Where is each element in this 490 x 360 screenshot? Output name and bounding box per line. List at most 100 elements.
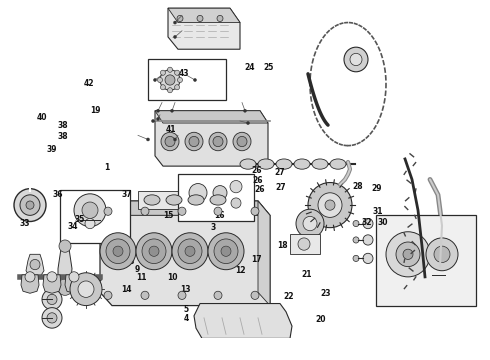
Circle shape <box>147 138 149 141</box>
Text: 15: 15 <box>163 211 174 220</box>
Circle shape <box>85 219 95 229</box>
Circle shape <box>171 109 173 112</box>
Bar <box>178 174 254 221</box>
Circle shape <box>189 184 207 202</box>
Circle shape <box>363 219 373 229</box>
Text: 26: 26 <box>252 176 263 185</box>
Bar <box>376 215 476 306</box>
Circle shape <box>156 117 160 121</box>
Circle shape <box>318 193 342 217</box>
Text: 27: 27 <box>274 168 285 177</box>
Ellipse shape <box>258 159 274 169</box>
Polygon shape <box>100 201 270 215</box>
Text: 34: 34 <box>67 221 78 230</box>
Circle shape <box>422 272 428 278</box>
Circle shape <box>325 200 335 210</box>
Text: 11: 11 <box>136 273 147 282</box>
Text: 39: 39 <box>47 145 57 154</box>
Text: 26: 26 <box>251 166 262 175</box>
Circle shape <box>106 239 130 264</box>
Ellipse shape <box>144 195 160 205</box>
Circle shape <box>173 35 176 39</box>
Circle shape <box>178 207 186 215</box>
Circle shape <box>160 85 166 90</box>
Circle shape <box>20 195 40 215</box>
Text: 33: 33 <box>19 219 30 228</box>
Text: 1: 1 <box>104 163 109 172</box>
Circle shape <box>308 183 352 228</box>
Circle shape <box>344 47 368 72</box>
Polygon shape <box>155 111 268 123</box>
Text: 4: 4 <box>184 314 189 323</box>
Text: 22: 22 <box>284 292 294 301</box>
Circle shape <box>165 75 175 85</box>
Circle shape <box>230 180 242 193</box>
Polygon shape <box>155 111 268 166</box>
Polygon shape <box>168 8 240 49</box>
Circle shape <box>42 289 62 310</box>
Text: 24: 24 <box>245 63 255 72</box>
Bar <box>290 234 320 254</box>
Ellipse shape <box>188 195 204 205</box>
Circle shape <box>178 291 186 300</box>
Text: 18: 18 <box>277 240 288 249</box>
Circle shape <box>113 246 123 256</box>
Circle shape <box>251 207 259 215</box>
Circle shape <box>217 15 223 22</box>
Text: 9: 9 <box>135 265 140 274</box>
Circle shape <box>47 272 57 282</box>
Text: 31: 31 <box>372 207 383 216</box>
Text: 23: 23 <box>320 289 331 298</box>
Circle shape <box>296 209 324 238</box>
Polygon shape <box>21 275 39 293</box>
Circle shape <box>251 291 259 300</box>
Circle shape <box>185 132 203 151</box>
Circle shape <box>231 198 241 208</box>
Circle shape <box>47 313 57 323</box>
Polygon shape <box>58 242 72 293</box>
Circle shape <box>172 233 208 270</box>
Circle shape <box>221 246 231 256</box>
Text: 25: 25 <box>263 63 274 72</box>
Text: 36: 36 <box>52 190 63 199</box>
Circle shape <box>59 240 71 252</box>
Circle shape <box>136 233 172 270</box>
Text: 41: 41 <box>165 125 176 134</box>
Circle shape <box>213 186 227 200</box>
Text: 2: 2 <box>235 252 240 261</box>
Text: 21: 21 <box>301 270 312 279</box>
Text: 3: 3 <box>210 223 215 232</box>
Circle shape <box>25 272 35 282</box>
Ellipse shape <box>312 159 328 169</box>
Circle shape <box>214 239 238 264</box>
Circle shape <box>174 70 179 75</box>
Ellipse shape <box>330 159 346 169</box>
Text: 17: 17 <box>251 255 262 264</box>
Text: 14: 14 <box>121 285 132 294</box>
Bar <box>138 191 238 209</box>
Circle shape <box>173 21 176 24</box>
Polygon shape <box>258 201 270 306</box>
Text: 20: 20 <box>315 315 326 324</box>
Circle shape <box>353 220 359 227</box>
Circle shape <box>177 15 183 22</box>
Ellipse shape <box>240 159 256 169</box>
Ellipse shape <box>166 195 182 205</box>
Circle shape <box>168 88 172 93</box>
Ellipse shape <box>276 159 292 169</box>
Circle shape <box>208 233 244 270</box>
Circle shape <box>213 136 223 147</box>
Circle shape <box>157 77 163 82</box>
Circle shape <box>149 246 159 256</box>
Circle shape <box>69 272 79 282</box>
Circle shape <box>142 239 166 264</box>
Polygon shape <box>43 275 61 293</box>
Circle shape <box>57 279 73 295</box>
Circle shape <box>82 202 98 219</box>
Text: 8: 8 <box>129 257 134 266</box>
Circle shape <box>396 242 420 267</box>
Text: 10: 10 <box>167 273 178 282</box>
Circle shape <box>353 255 359 261</box>
Text: 5: 5 <box>184 306 189 315</box>
Circle shape <box>156 109 160 112</box>
